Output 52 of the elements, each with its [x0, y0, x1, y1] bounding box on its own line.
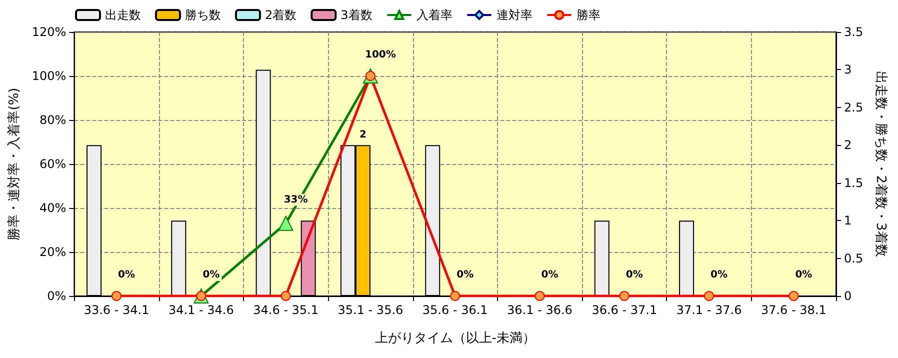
y2-tick-label: 2.5	[844, 100, 864, 114]
legend-label: 3着数	[340, 8, 372, 22]
x-tick-label: 34.1 - 34.6	[168, 303, 234, 317]
y2-axis-title: 出走数・勝ち数・2着数・3着数	[873, 71, 889, 257]
x-tick-label: 35.1 - 35.6	[338, 303, 404, 317]
y-tick-label: 60%	[40, 157, 66, 171]
point	[704, 291, 714, 301]
data-label: 0%	[710, 270, 728, 280]
y-tick-label: 120%	[32, 25, 66, 39]
data-label: 100%	[365, 50, 396, 60]
y-tick-label: 40%	[40, 201, 66, 215]
legend-label: 入着率	[416, 8, 452, 22]
y-tick-label: 100%	[32, 69, 66, 83]
data-label: 0%	[541, 270, 558, 280]
legend-label: 勝率	[576, 8, 600, 22]
y-axis-title: 勝率・連対率・入着率(%)	[6, 88, 22, 240]
y2-tick-label: 0	[844, 289, 852, 303]
x-tick-label: 37.6 - 38.1	[760, 303, 826, 317]
legend-label: 連対率	[496, 8, 532, 22]
x-tick-label: 37.1 - 37.6	[676, 303, 742, 317]
x-axis-title: 上がりタイム（以上-未満）	[374, 331, 536, 346]
point	[619, 291, 630, 301]
x-tick-label: 36.6 - 37.1	[592, 303, 658, 317]
legend-label: 勝ち数	[185, 8, 221, 22]
data-label: 0%	[626, 270, 643, 280]
legend-label: 出走数	[105, 8, 141, 22]
data-label: 0%	[795, 270, 812, 280]
data-label: 2	[359, 130, 366, 141]
point	[112, 291, 122, 301]
point	[788, 291, 799, 301]
data-label: 33%	[284, 194, 308, 206]
point	[534, 291, 545, 301]
y2-tick-label: 1	[844, 214, 852, 228]
data-label: 0%	[118, 270, 136, 280]
x-tick-label: 34.6 - 35.1	[253, 303, 319, 317]
y2-tick-label: 2	[844, 138, 852, 152]
legend-label: 2着数	[265, 8, 297, 22]
x-tick-label: 33.6 - 34.1	[84, 303, 150, 317]
x-tick-label: 36.1 - 36.6	[507, 303, 572, 317]
y-tick-label: 20%	[40, 245, 66, 259]
data-label: 0%	[456, 270, 474, 280]
point	[450, 291, 460, 301]
y-tick-label: 0%	[47, 289, 66, 303]
data-label: 0%	[202, 270, 220, 280]
point	[280, 291, 291, 301]
x-tick-label: 35.6 - 36.1	[422, 303, 488, 317]
y2-tick-label: 1.5	[844, 176, 864, 190]
y2-tick-label: 3.5	[844, 25, 864, 39]
y2-tick-label: 0.5	[844, 251, 864, 266]
y2-tick-label: 3	[844, 62, 852, 77]
point	[278, 216, 294, 231]
y-tick-label: 80%	[40, 113, 66, 127]
